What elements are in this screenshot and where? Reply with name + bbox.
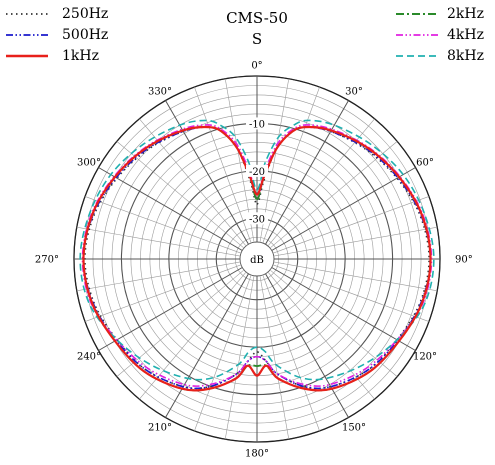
grid-spoke: [272, 264, 430, 322]
grid-spoke: [265, 273, 349, 418]
series-curves: [79, 119, 435, 392]
legend-label-8khz: 8kHz: [447, 48, 484, 64]
grid-spoke: [76, 261, 241, 292]
radial-tick-label: -30: [249, 214, 265, 225]
grid-spoke: [116, 141, 245, 249]
angle-tick-label: 90°: [455, 255, 473, 266]
grid-spoke: [139, 271, 247, 400]
angle-tick-label: 270°: [35, 255, 59, 266]
angle-tick-label: 330°: [148, 87, 172, 98]
grid-spoke: [273, 226, 438, 257]
legend-label-2khz: 2kHz: [447, 6, 484, 22]
axis-labels: 0° 30° 60° 90° 120° 150° 180° 210° 240° 270° 300° 3…: [35, 61, 473, 460]
series-curve-1khz: [82, 125, 432, 392]
angle-tick-label: 120°: [413, 352, 437, 363]
grid-spoke: [224, 275, 255, 440]
chart-subtitle: S: [251, 30, 263, 48]
grid-spoke: [262, 274, 320, 432]
angle-tick-label: 60°: [416, 158, 434, 169]
grid-spoke: [165, 273, 249, 418]
grid-spoke: [272, 196, 430, 254]
radial-tick-bg: [246, 164, 268, 177]
grid-spoke: [194, 86, 252, 244]
grid-spoke: [76, 226, 241, 257]
grid-spoke: [84, 196, 242, 254]
angle-tick-label: 30°: [345, 87, 363, 98]
grid-spoke: [271, 267, 416, 351]
legend-label-4khz: 4kHz: [447, 27, 484, 43]
grid-spoke: [262, 86, 320, 244]
legend-label-250hz: 250Hz: [62, 6, 109, 22]
unit-label-bg: [245, 252, 269, 266]
grid-spoke: [269, 141, 398, 249]
legend-label-1khz: 1kHz: [62, 48, 99, 64]
grid-spoke: [84, 264, 242, 322]
angle-tick-label: 300°: [77, 158, 101, 169]
radial-tick-label: -10: [249, 119, 265, 130]
radial-tick-bg: [246, 117, 268, 130]
grid-spoke: [267, 271, 375, 400]
series-curve-8khz: [79, 119, 435, 381]
angle-tick-label: 150°: [342, 423, 366, 434]
grid-spoke: [98, 267, 243, 351]
grid-spoke: [116, 269, 245, 377]
grid-spoke: [271, 167, 416, 251]
angle-tick-label: 240°: [77, 352, 101, 363]
angle-tick-label: 0°: [251, 61, 262, 72]
angle-tick-label: 180°: [245, 449, 269, 460]
grid-spoke: [194, 274, 252, 432]
unit-label: dB: [250, 255, 264, 266]
grid-spoke: [259, 275, 290, 440]
grid-spoke: [265, 100, 349, 245]
radial-tick-bg: [246, 212, 268, 225]
legend-swatches: [6, 13, 438, 58]
angle-tick-label: 210°: [148, 423, 172, 434]
grid-spoke: [269, 269, 398, 377]
legend-label-500hz: 500Hz: [62, 27, 109, 43]
grid-spoke: [273, 261, 438, 292]
radial-tick-label: -20: [249, 167, 265, 178]
chart-title: CMS-50: [226, 9, 288, 27]
grid-spoke: [98, 167, 243, 251]
